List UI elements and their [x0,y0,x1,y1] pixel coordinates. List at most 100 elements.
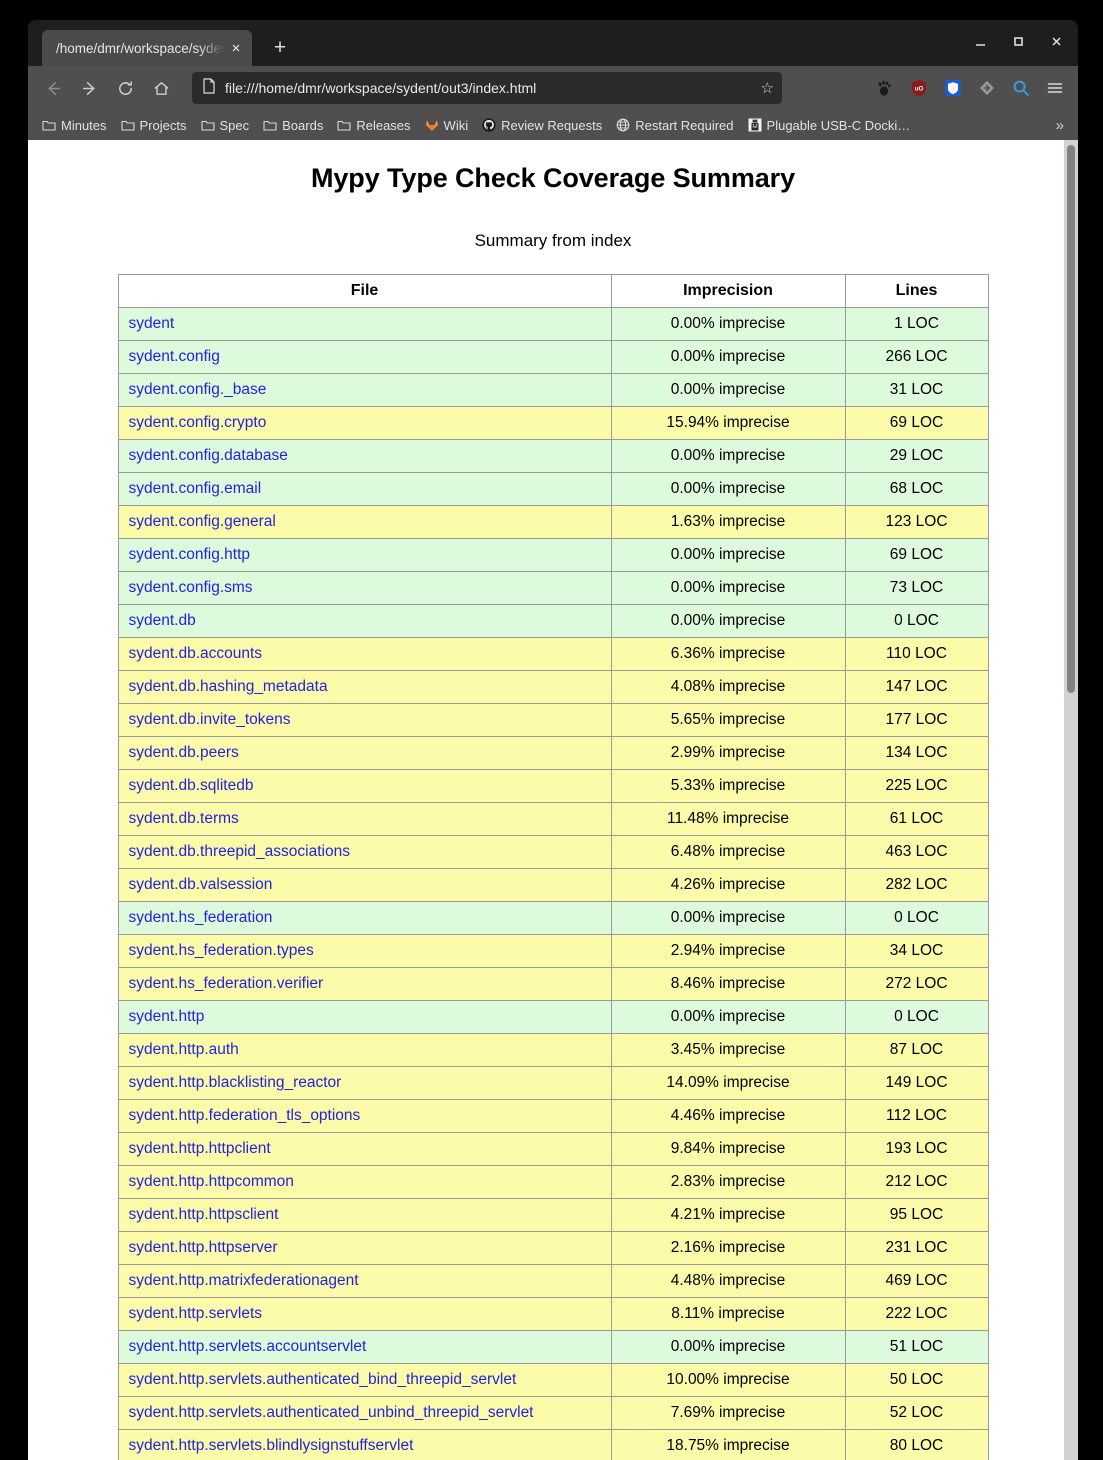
cell-imprecision: 1.63% imprecise [610,505,846,539]
module-link[interactable]: sydent.config.general [128,513,276,530]
back-arrow-icon[interactable] [36,72,70,104]
bookmark-label: Spec [219,117,250,133]
module-link[interactable]: sydent.db.sqlitedb [128,777,254,794]
home-icon[interactable] [144,72,178,104]
bookmark-review-requests[interactable]: Review Requests [476,115,608,136]
cell-imprecision: 5.33% imprecise [610,769,846,803]
close-tab-icon[interactable]: × [231,39,241,57]
cell-lines: 272 LOC [844,967,989,1001]
module-link[interactable]: sydent.db.valsession [128,876,273,893]
table-row: sydent.db.terms 11.48% imprecise 61 LOC [117,802,989,836]
module-link[interactable]: sydent.db.terms [128,810,239,827]
table-row: sydent.db 0.00% imprecise 0 LOC [117,604,989,638]
bookmark-star-icon[interactable]: ☆ [760,80,774,97]
module-link[interactable]: sydent.hs_federation [128,909,273,926]
module-link[interactable]: sydent.config [128,348,220,365]
cell-lines: 177 LOC [844,703,989,737]
close-window-button[interactable] [1040,26,1072,56]
cell-file: sydent.http.blacklisting_reactor [117,1066,612,1100]
bookmark-plugable-dock[interactable]: Plugable USB-C Docki… [742,115,917,136]
cell-lines: 266 LOC [844,340,989,374]
cell-lines: 87 LOC [844,1033,989,1067]
module-link[interactable]: sydent.config.http [128,546,251,563]
cell-lines: 34 LOC [844,934,989,968]
module-link[interactable]: sydent.http.servlets [128,1305,263,1322]
scrollbar-thumb[interactable] [1067,145,1075,693]
bitwarden-icon[interactable] [938,73,968,103]
module-link[interactable]: sydent.http.servlets.authenticated_unbin… [128,1404,534,1421]
reload-icon[interactable] [108,72,142,104]
minimize-button[interactable] [964,26,996,56]
forward-arrow-icon[interactable] [72,72,106,104]
module-link[interactable]: sydent.db.peers [128,744,239,761]
folder-icon [120,118,135,132]
page-scrollbar[interactable] [1064,140,1078,1460]
module-link[interactable]: sydent.http.auth [128,1041,239,1058]
module-link[interactable]: sydent.hs_federation.types [128,942,314,959]
new-tab-button[interactable]: + [273,36,287,59]
module-link[interactable]: sydent.db.invite_tokens [128,711,291,728]
column-header-imprecision: Imprecision [610,274,846,308]
module-link[interactable]: sydent.http.matrixfederationagent [128,1272,359,1289]
cell-file: sydent.http.federation_tls_options [117,1099,612,1133]
module-link[interactable]: sydent.db [128,612,196,629]
bookmark-projects[interactable]: Projects [115,115,193,136]
module-link[interactable]: sydent.http.httpserver [128,1239,278,1256]
module-link[interactable]: sydent.config.sms [128,579,253,596]
table-row: sydent.http.httpserver 2.16% imprecise 231… [117,1231,989,1265]
diamond-arrow-icon[interactable] [972,73,1002,103]
module-link[interactable]: sydent.http.servlets.authenticated_bind_… [128,1371,517,1388]
table-header-row: File Imprecision Lines [117,274,989,308]
svg-text:uO: uO [915,85,924,92]
cell-file: sydent.http [117,1000,612,1034]
module-link[interactable]: sydent.config.crypto [128,414,267,431]
module-link[interactable]: sydent.http.federation_tls_options [128,1107,361,1124]
module-link[interactable]: sydent.db.hashing_metadata [128,678,328,695]
bookmark-wiki[interactable]: Wiki [419,115,475,136]
cell-imprecision: 4.48% imprecise [610,1264,846,1298]
table-row: sydent.config.http 0.00% imprecise 69 LOC [117,538,989,572]
bookmark-boards[interactable]: Boards [257,115,329,136]
module-link[interactable]: sydent [128,315,175,332]
module-link[interactable]: sydent.db.threepid_associations [128,843,350,860]
cell-imprecision: 7.69% imprecise [610,1396,846,1430]
hamburger-menu-icon[interactable] [1040,73,1070,103]
module-link[interactable]: sydent.http [128,1008,205,1025]
globe-icon [616,118,630,132]
bookmark-minutes[interactable]: Minutes [36,115,113,136]
cell-file: sydent.hs_federation.verifier [117,967,612,1001]
cell-file: sydent.config.http [117,538,612,572]
table-row: sydent.db.accounts 6.36% imprecise 110 LOC [117,637,989,671]
bookmark-releases[interactable]: Releases [331,115,416,136]
browser-tab[interactable]: /home/dmr/workspace/syden × [42,30,252,66]
table-row: sydent.config._base 0.00% imprecise 31 LOC [117,373,989,407]
bookmark-restart-required[interactable]: Restart Required [610,115,739,136]
cell-lines: 69 LOC [844,406,989,440]
module-link[interactable]: sydent.http.servlets.accountservlet [128,1338,367,1355]
module-link[interactable]: sydent.config.database [128,447,288,464]
cell-imprecision: 18.75% imprecise [610,1429,846,1460]
address-bar[interactable]: file:///home/dmr/workspace/sydent/out3/i… [192,72,782,104]
ublock-origin-icon[interactable]: uO [904,73,934,103]
coverage-table-body: sydent 0.00% imprecise 1 LOC sydent.config 0… [117,307,989,1460]
module-link[interactable]: sydent.config._base [128,381,267,398]
cell-imprecision: 0.00% imprecise [610,439,846,473]
module-link[interactable]: sydent.http.httpclient [128,1140,271,1157]
github-icon [482,118,496,132]
cell-lines: 231 LOC [844,1231,989,1265]
bookmark-spec[interactable]: Spec [195,115,256,136]
cell-file: sydent.http.servlets.blindlysignstuffser… [117,1429,612,1460]
gnome-foot-icon[interactable] [870,73,900,103]
module-link[interactable]: sydent.db.accounts [128,645,263,662]
module-link[interactable]: sydent.hs_federation.verifier [128,975,324,992]
maximize-button[interactable] [1002,26,1034,56]
cell-file: sydent.db.invite_tokens [117,703,612,737]
gitlab-icon [425,118,439,132]
module-link[interactable]: sydent.http.httpsclient [128,1206,279,1223]
module-link[interactable]: sydent.http.servlets.blindlysignstuffser… [128,1437,414,1454]
search-icon[interactable] [1006,73,1036,103]
bookmarks-overflow-button[interactable]: » [1055,116,1064,134]
module-link[interactable]: sydent.config.email [128,480,262,497]
module-link[interactable]: sydent.http.blacklisting_reactor [128,1074,342,1091]
module-link[interactable]: sydent.http.httpcommon [128,1173,294,1190]
